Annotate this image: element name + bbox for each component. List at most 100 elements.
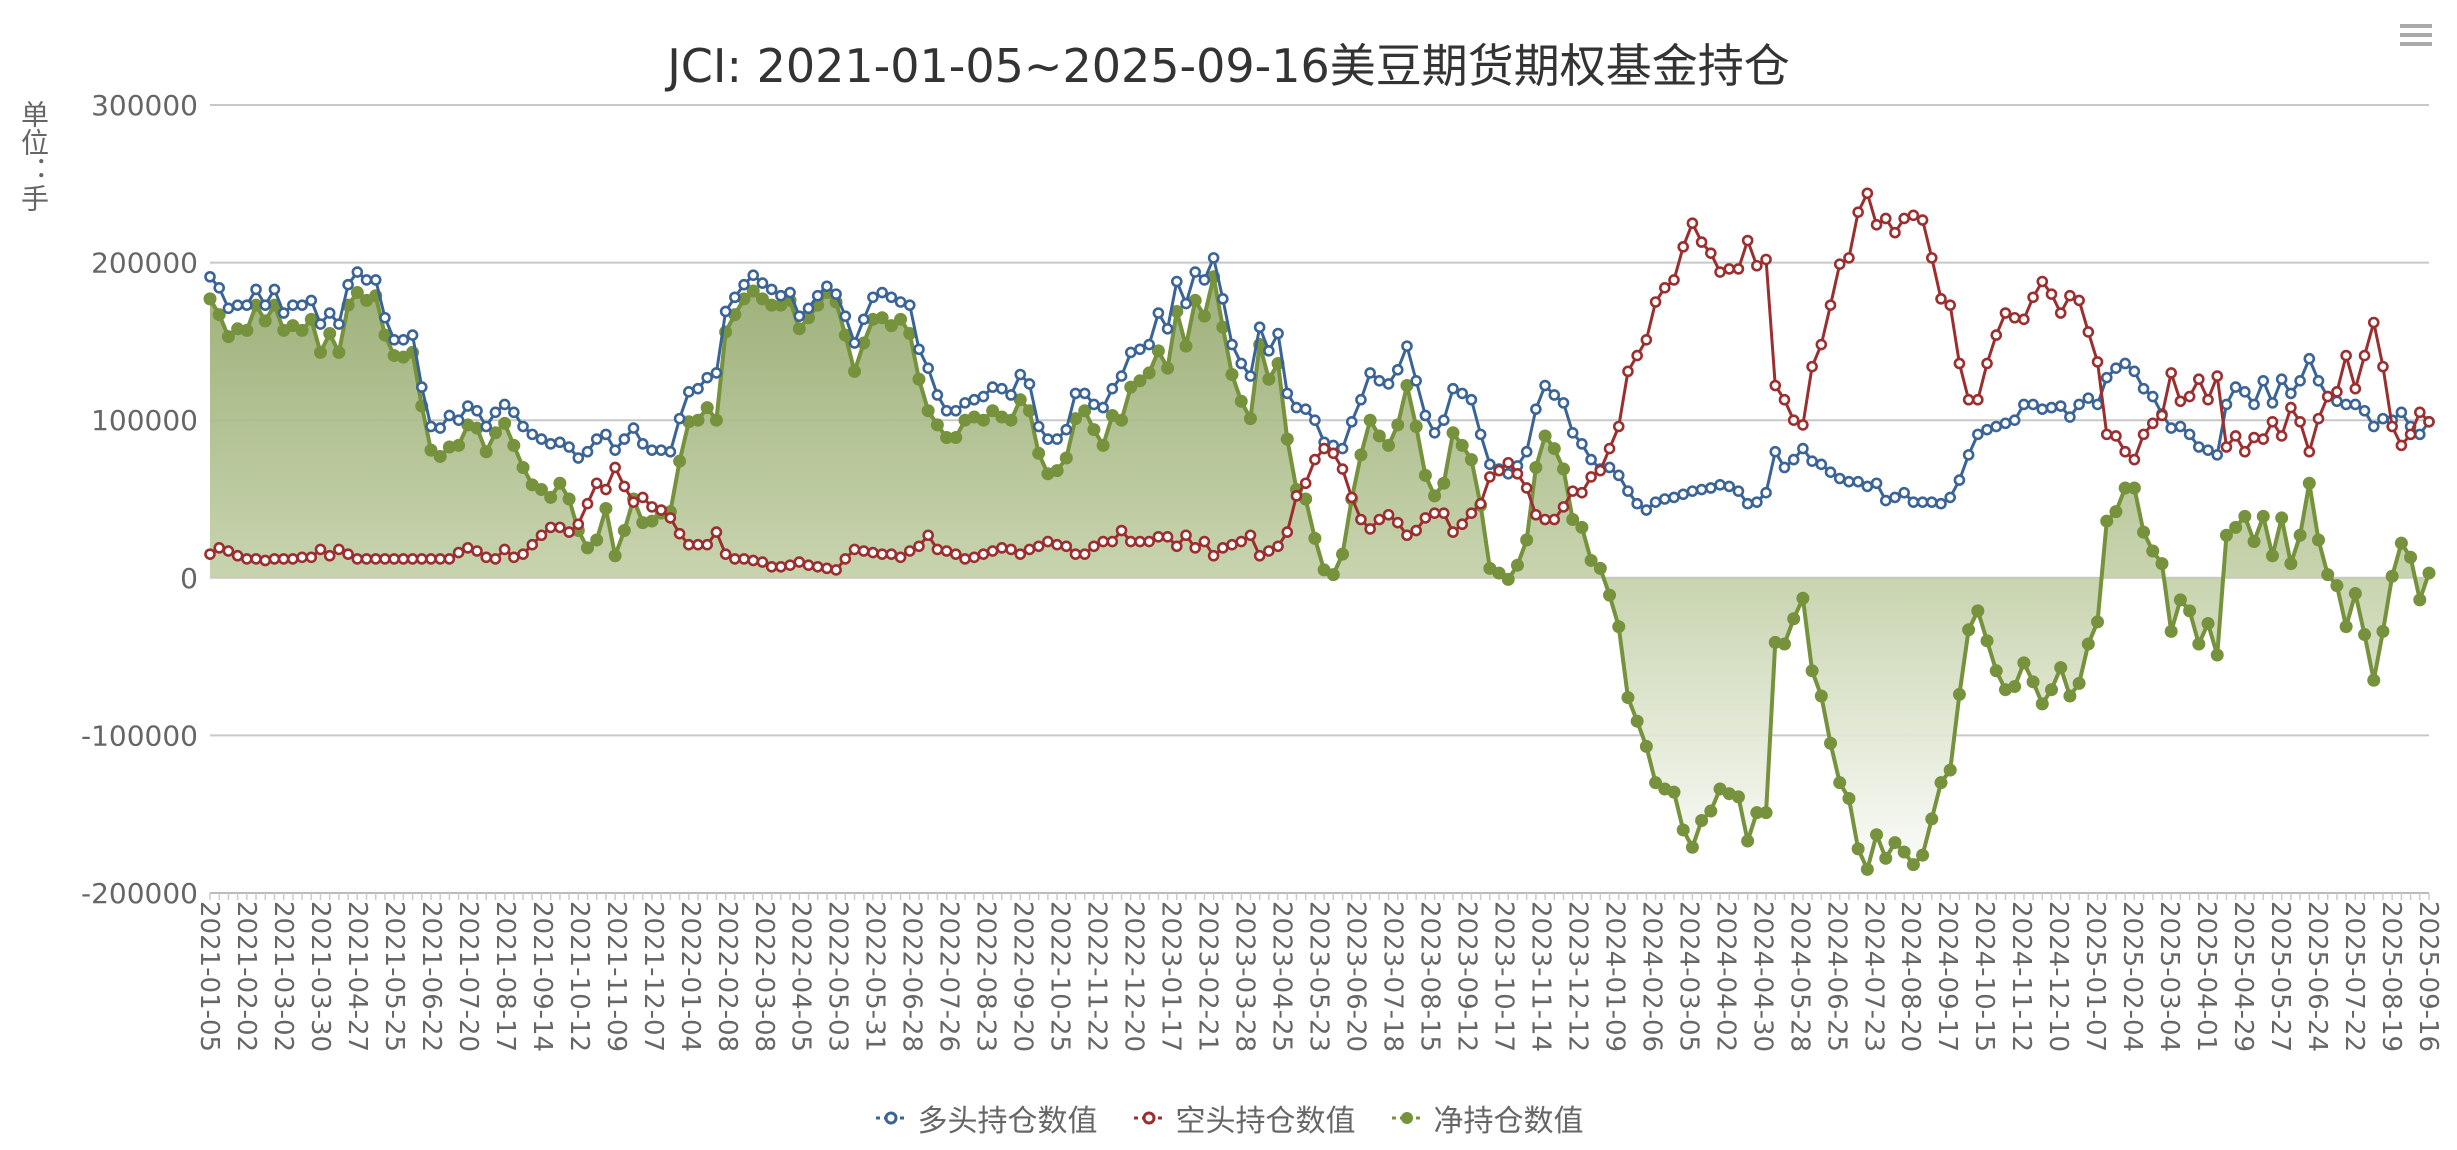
long-position-point <box>425 420 437 433</box>
x-tick-label: 2023-10-17 <box>1488 901 1518 1052</box>
long-position-point <box>1253 321 1266 334</box>
long-position-point <box>2349 398 2362 411</box>
short-position-point <box>2303 445 2316 458</box>
net-position-point <box>2137 525 2151 539</box>
short-position-point <box>1364 523 1376 535</box>
net-position-point <box>857 336 871 350</box>
short-position-point <box>2386 420 2398 433</box>
x-tick-label: 2021-04-27 <box>342 901 372 1052</box>
short-position-point <box>1843 252 1855 264</box>
long-position-point <box>2091 398 2104 411</box>
long-position-point <box>1520 445 1533 458</box>
net-position-point <box>2385 569 2399 583</box>
net-position-point <box>1262 372 1276 386</box>
short-position-point <box>1520 482 1533 494</box>
legend-item-net[interactable]: 净持仓数值 <box>1390 1096 1584 1140</box>
short-position-point <box>342 548 354 560</box>
short-position-point <box>2174 395 2187 408</box>
net-position-point <box>2127 481 2141 495</box>
short-position-point <box>1557 501 1570 513</box>
long-position-point <box>922 362 934 374</box>
short-position-point <box>1714 266 1726 278</box>
legend-item-short[interactable]: 空头持仓数值 <box>1132 1096 1356 1140</box>
net-position-point <box>1013 393 1027 407</box>
long-position-point <box>2183 428 2196 441</box>
net-position-point <box>1731 790 1745 804</box>
short-position-point <box>1438 507 1450 519</box>
long-position-point <box>1244 370 1257 382</box>
net-position-point <box>2100 514 2114 528</box>
short-position-point <box>1106 535 1119 548</box>
net-position-point <box>2247 535 2261 549</box>
long-position-point <box>277 307 290 319</box>
x-tick-label: 2021-09-14 <box>527 901 557 1052</box>
short-position-point <box>885 548 898 560</box>
long-position-point <box>1760 486 1772 499</box>
short-position-point <box>1447 526 1459 538</box>
long-position-point <box>2358 404 2371 417</box>
short-position-point <box>1787 414 1800 427</box>
net-position-point <box>1428 489 1442 503</box>
long-position-point <box>1658 493 1671 505</box>
long-position-point <box>1649 496 1662 508</box>
short-position-point <box>2340 349 2352 362</box>
long-position-point <box>342 278 354 291</box>
net-position-point <box>2044 683 2058 697</box>
long-position-point <box>1217 293 1229 305</box>
short-position-point <box>867 546 879 559</box>
long-position-point <box>1539 379 1551 392</box>
long-position-point <box>867 291 879 304</box>
short-position-point <box>2275 430 2288 442</box>
menu-icon[interactable] <box>2400 24 2432 48</box>
net-position-point <box>2155 557 2169 571</box>
long-position-point <box>1014 368 1027 381</box>
long-position-point <box>204 270 216 283</box>
net-position-point <box>1115 413 1129 427</box>
short-position-point <box>2193 373 2205 386</box>
long-position-point <box>986 381 999 393</box>
short-position-point <box>950 548 962 560</box>
long-position-point <box>517 420 529 433</box>
long-position-point <box>2395 406 2408 419</box>
long-position-point <box>664 445 677 458</box>
net-position-point <box>1805 664 1819 678</box>
short-position-point <box>526 538 539 551</box>
x-tick-label: 2022-11-22 <box>1082 901 1112 1052</box>
long-position-point <box>1235 357 1248 370</box>
long-position-point <box>2018 398 2030 411</box>
legend-item-long[interactable]: 多头持仓数值 <box>874 1096 1098 1140</box>
long-position-point <box>1695 483 1708 496</box>
long-position-point <box>1170 275 1183 288</box>
net-position-point <box>2302 476 2316 490</box>
net-position-point <box>479 445 493 459</box>
long-position-point <box>1815 458 1828 471</box>
short-position-point <box>406 553 419 565</box>
short-position-point <box>1548 513 1561 526</box>
short-position-point <box>1502 456 1515 469</box>
long-position-point <box>1852 475 1864 488</box>
x-tick-label: 2021-03-02 <box>268 901 298 1052</box>
long-position-point <box>1355 393 1367 406</box>
net-position-point <box>249 298 263 312</box>
net-position-point <box>1639 739 1653 753</box>
long-position-point <box>259 299 272 311</box>
net-position-point <box>221 330 235 344</box>
short-position-point <box>241 553 253 565</box>
short-position-point <box>747 554 760 567</box>
net-position-point <box>452 438 466 452</box>
long-position-point <box>581 445 594 458</box>
net-position-point <box>1124 380 1138 394</box>
long-position-point <box>1419 409 1432 422</box>
long-position-point <box>1336 442 1349 455</box>
short-position-point <box>1990 329 2003 341</box>
short-position-point <box>1226 538 1238 551</box>
x-tick-label: 2024-08-20 <box>1895 901 1925 1052</box>
short-position-point <box>1078 548 1091 560</box>
net-position-point <box>1824 736 1838 750</box>
net-position-point <box>1096 438 1110 452</box>
net-position-point <box>2394 536 2408 550</box>
short-position-point <box>259 554 272 567</box>
short-position-point <box>2100 428 2113 441</box>
short-position-point <box>1005 543 1017 556</box>
long-position-point <box>1438 414 1450 427</box>
